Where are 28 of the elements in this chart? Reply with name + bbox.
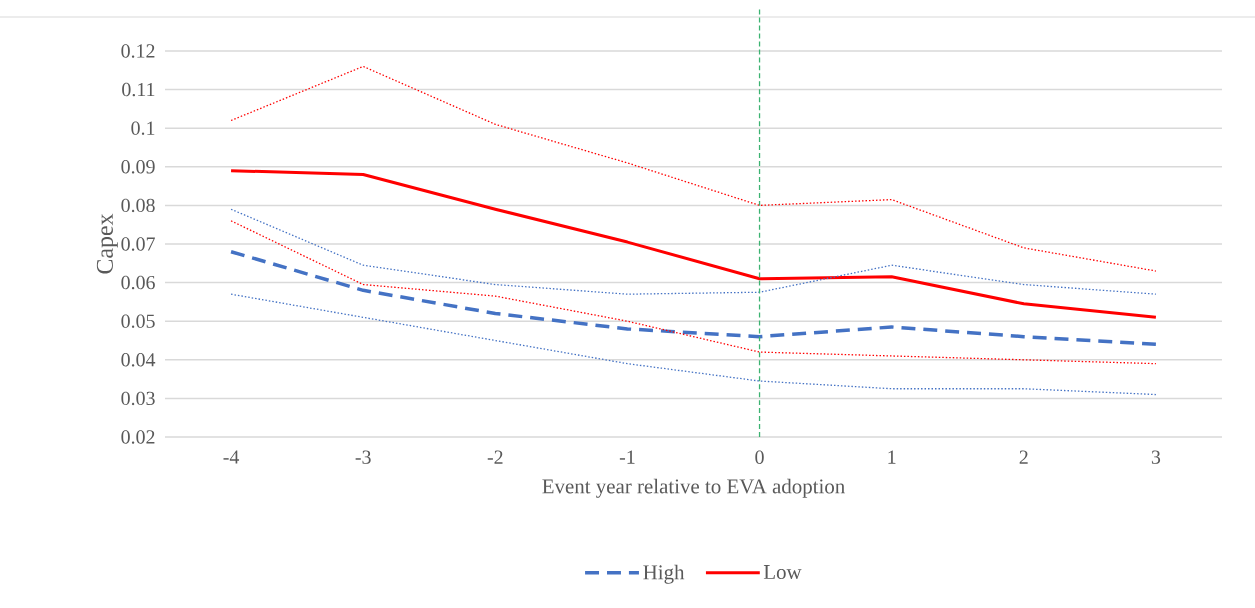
y-tick-label: 0.04 xyxy=(121,353,156,367)
line-series xyxy=(230,293,1157,396)
x-tick-label: -2 xyxy=(487,450,503,464)
y-tick-label: 0.1 xyxy=(131,121,155,135)
legend-label: Low xyxy=(763,565,802,580)
y-tick-label: 0.05 xyxy=(121,314,155,328)
y-tick-label: 0.12 xyxy=(121,44,155,58)
legend-label: High xyxy=(643,564,685,584)
x-axis-title: Event year relative to EVA adoption xyxy=(542,478,845,498)
x-tick-label: -4 xyxy=(223,450,240,464)
y-tick-label: 0.03 xyxy=(121,391,155,406)
y-tick-label: 0.09 xyxy=(121,160,155,174)
y-tick-label: 0.07 xyxy=(121,237,155,251)
x-tick-label: 0 xyxy=(755,450,764,464)
line-series xyxy=(229,169,1158,319)
line-series xyxy=(230,208,1157,295)
line-series xyxy=(229,249,1158,347)
line-series xyxy=(230,65,1157,272)
x-tick-label: 2 xyxy=(1019,450,1028,464)
x-tick-label: 3 xyxy=(1151,450,1161,464)
x-tick-label: -1 xyxy=(619,450,635,464)
y-axis-title: Capex xyxy=(96,213,118,274)
x-tick-label: 1 xyxy=(888,450,896,464)
x-tick-label: -3 xyxy=(355,450,371,464)
y-tick-label: 0.11 xyxy=(122,82,155,97)
y-tick-label: 0.06 xyxy=(121,275,155,290)
y-tick-label: 0.08 xyxy=(121,198,155,213)
y-tick-label: 0.02 xyxy=(121,430,155,444)
